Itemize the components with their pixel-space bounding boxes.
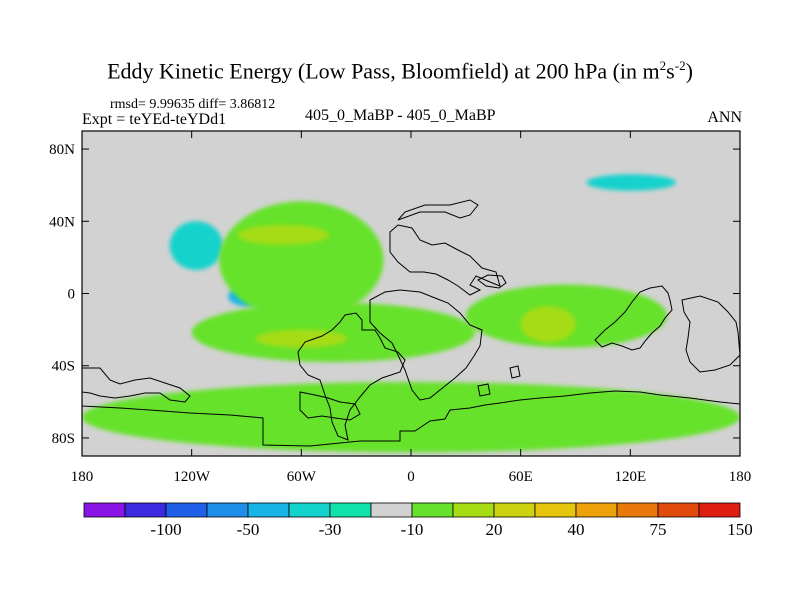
- x-tick-label-2: 60W: [287, 469, 317, 485]
- region-N-Pacific-east-blob: [586, 174, 677, 191]
- experiment-label: Expt = teYEd-teYDd1: [82, 111, 227, 128]
- colorbar-label-3: -10: [401, 520, 424, 539]
- eurasia-outline: [397, 199, 479, 221]
- south-america-outline: [297, 312, 406, 441]
- island-outline: [509, 365, 521, 379]
- colorbar-swatch-7: [370, 502, 413, 518]
- africa-outline: [369, 289, 483, 401]
- colorbar-swatch-13: [616, 502, 659, 518]
- title-exponent-1: 2: [659, 58, 667, 73]
- colorbar-swatch-9: [452, 502, 495, 518]
- antarctica-outline: [82, 390, 740, 447]
- colorbar-swatch-12: [575, 502, 618, 518]
- colorbar-swatch-14: [657, 502, 700, 518]
- x-tick-label-3: 0: [407, 469, 415, 485]
- region-S-Pacific-jet-core: [255, 329, 348, 348]
- x-tick-label-6: 180: [729, 469, 752, 485]
- colorbar-label-1: -50: [237, 520, 260, 539]
- colorbar-swatch-0: [83, 502, 126, 518]
- colorbar-label-0: -100: [150, 520, 181, 539]
- colorbar-swatch-5: [288, 502, 331, 518]
- stats-label: rmsd= 9.99635 diff= 3.86812: [110, 97, 276, 112]
- colorbar-label-2: -30: [319, 520, 342, 539]
- colorbar-swatch-10: [493, 502, 536, 518]
- colorbar-swatch-11: [534, 502, 577, 518]
- colorbar-swatch-15: [698, 502, 741, 518]
- island-outline-2: [477, 383, 491, 397]
- colorbar-swatch-6: [329, 502, 372, 518]
- comparison-label: 405_0_MaBP - 405_0_MaBP: [305, 107, 496, 124]
- x-tick-label-4: 60E: [509, 469, 533, 485]
- title-main: Eddy Kinetic Energy (Low Pass, Bloomfiel…: [107, 58, 660, 84]
- colorbar-swatch-1: [124, 502, 167, 518]
- x-tick-label-0: 180: [71, 469, 94, 485]
- title-exponent-2: -2: [674, 58, 686, 73]
- region-Southern-Ocean-band: [82, 381, 740, 453]
- colorbar-swatch-3: [206, 502, 249, 518]
- north-america-outline: [82, 367, 191, 403]
- title-unit-s: s: [666, 58, 675, 84]
- colorbar-swatch-4: [247, 502, 290, 518]
- y-tick-label-3: 40S: [52, 359, 75, 375]
- title-close: ): [685, 58, 693, 84]
- asia-southeast-outline: [594, 285, 673, 351]
- arabia-outline: [477, 274, 507, 289]
- axis-ticks: [81, 131, 741, 456]
- region-N-Pacific-jet: [169, 221, 223, 271]
- season-label: ANN: [707, 109, 742, 126]
- y-tick-label-2: 0: [68, 287, 76, 303]
- x-tick-label-5: 120E: [614, 469, 646, 485]
- y-tick-label-0: 80N: [49, 142, 75, 158]
- europe-outline: [389, 224, 501, 296]
- land-outline: [82, 199, 740, 447]
- y-tick-label-1: 40N: [49, 214, 75, 230]
- x-tick-label-1: 120W: [173, 469, 211, 485]
- field-regions: [82, 174, 740, 453]
- colorbar-label-7: 150: [727, 520, 753, 539]
- colorbar-label-6: 75: [650, 520, 667, 539]
- region-Indian-Ocean-jet-core: [520, 306, 576, 343]
- region-N-Atlantic-jet-core: [237, 224, 329, 245]
- y-tick-label-4: 80S: [52, 431, 75, 447]
- colorbar: -100 -50 -30 -10 20 40 75 150: [83, 502, 753, 539]
- colorbar-label-4: 20: [486, 520, 503, 539]
- colorbar-swatch-2: [165, 502, 208, 518]
- australia-outline: [681, 295, 740, 373]
- axis-labels: 180 120W 60W 0 60E 120E 180 80N 40N 0 40S 80S: [49, 142, 751, 485]
- colorbar-swatch-8: [411, 502, 454, 518]
- colorbar-label-5: 40: [568, 520, 585, 539]
- chart-title: Eddy Kinetic Energy (Low Pass, Bloomfiel…: [0, 58, 800, 84]
- region-N-Atlantic-jet: [219, 201, 384, 319]
- central-america-outline: [299, 391, 361, 421]
